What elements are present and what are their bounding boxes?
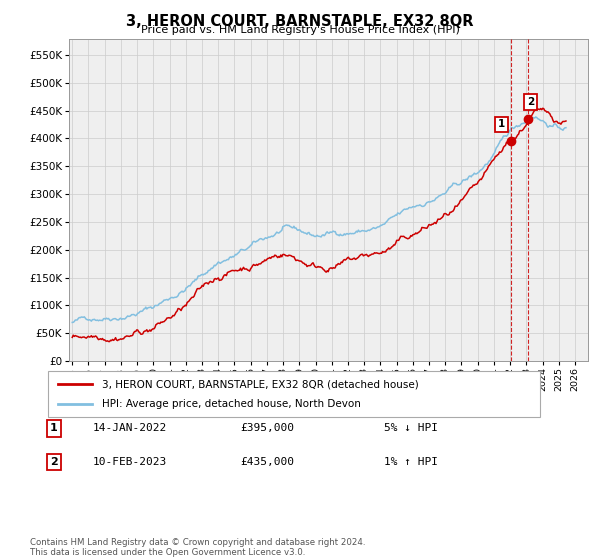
Text: 1% ↑ HPI: 1% ↑ HPI bbox=[384, 457, 438, 467]
Text: 5% ↓ HPI: 5% ↓ HPI bbox=[384, 423, 438, 433]
Text: £435,000: £435,000 bbox=[240, 457, 294, 467]
Text: Contains HM Land Registry data © Crown copyright and database right 2024.
This d: Contains HM Land Registry data © Crown c… bbox=[30, 538, 365, 557]
Text: Price paid vs. HM Land Registry's House Price Index (HPI): Price paid vs. HM Land Registry's House … bbox=[140, 25, 460, 35]
Text: 3, HERON COURT, BARNSTAPLE, EX32 8QR: 3, HERON COURT, BARNSTAPLE, EX32 8QR bbox=[126, 14, 474, 29]
Text: 1: 1 bbox=[50, 423, 58, 433]
Text: 2: 2 bbox=[527, 97, 535, 107]
FancyBboxPatch shape bbox=[48, 371, 540, 417]
Text: 1: 1 bbox=[498, 119, 506, 129]
Text: HPI: Average price, detached house, North Devon: HPI: Average price, detached house, Nort… bbox=[102, 399, 361, 409]
Text: 3, HERON COURT, BARNSTAPLE, EX32 8QR (detached house): 3, HERON COURT, BARNSTAPLE, EX32 8QR (de… bbox=[102, 379, 419, 389]
Text: 2: 2 bbox=[50, 457, 58, 467]
Text: 10-FEB-2023: 10-FEB-2023 bbox=[93, 457, 167, 467]
Text: 14-JAN-2022: 14-JAN-2022 bbox=[93, 423, 167, 433]
Text: £395,000: £395,000 bbox=[240, 423, 294, 433]
